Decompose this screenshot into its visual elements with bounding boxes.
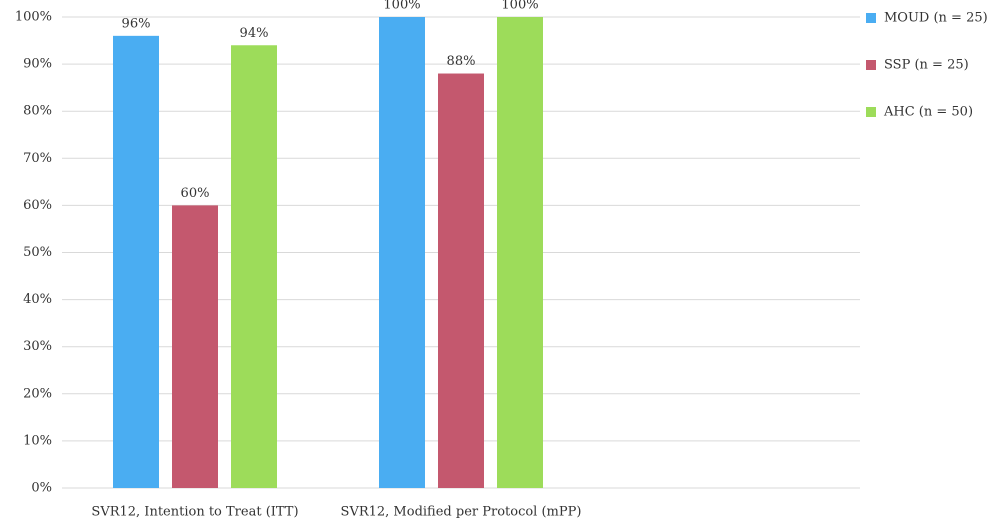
- value-label: 88%: [447, 54, 476, 69]
- y-tick-label: 30%: [23, 339, 52, 354]
- y-tick-label: 10%: [23, 433, 52, 448]
- y-tick-label: 50%: [23, 245, 52, 260]
- legend-label: SSP (n = 25): [884, 58, 969, 73]
- x-tick-label: SVR12, Modified per Protocol (mPP): [341, 505, 582, 520]
- value-label: 94%: [240, 26, 269, 41]
- y-tick-label: 100%: [15, 10, 52, 25]
- bar: [172, 205, 218, 488]
- bar: [497, 17, 543, 488]
- bar: [379, 17, 425, 488]
- legend-swatch: [866, 107, 876, 117]
- bar: [231, 45, 277, 488]
- y-tick-label: 90%: [23, 57, 52, 72]
- y-tick-label: 60%: [23, 198, 52, 213]
- value-label: 100%: [383, 0, 420, 13]
- bar: [113, 35, 159, 489]
- legend-label: MOUD (n = 25): [884, 11, 988, 26]
- legend-label: AHC (n = 50): [883, 105, 973, 120]
- value-label: 100%: [501, 0, 538, 13]
- legend-swatch: [866, 60, 876, 70]
- legend-swatch: [866, 13, 876, 23]
- y-tick-label: 40%: [23, 292, 52, 307]
- x-tick-label: SVR12, Intention to Treat (ITT): [91, 505, 298, 520]
- y-tick-label: 80%: [23, 104, 52, 119]
- value-label: 60%: [181, 186, 210, 201]
- value-label: 96%: [122, 16, 151, 31]
- bar: [438, 73, 484, 489]
- y-tick-label: 20%: [23, 386, 52, 401]
- y-tick-label: 0%: [31, 481, 52, 496]
- y-tick-label: 70%: [23, 151, 52, 166]
